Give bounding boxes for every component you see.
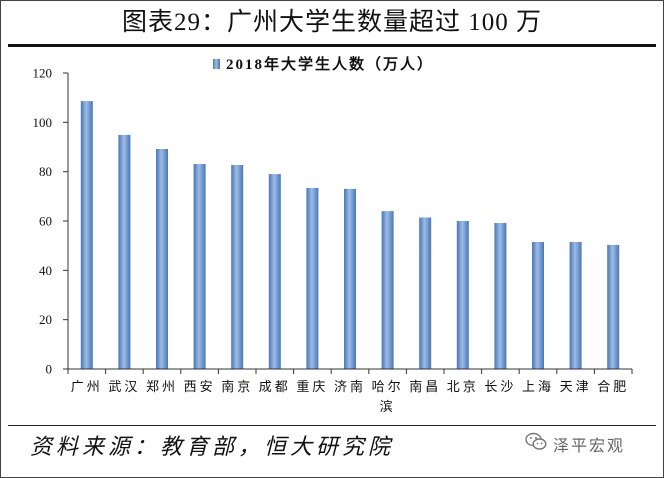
x-tick-label: 西安 [184,379,216,394]
title-divider [8,44,656,47]
x-tick-label: 北京 [447,379,479,394]
bar [607,244,620,369]
y-tick-label: 40 [39,263,52,278]
bar [268,174,281,369]
bar [118,134,131,369]
x-tick-label: 合肥 [597,379,629,394]
y-tick-label: 0 [46,362,53,377]
x-tick-label: 长沙 [484,379,516,394]
bar [419,217,432,369]
x-tick-label: 郑州 [146,379,178,394]
bar [381,211,394,369]
wechat-icon [525,432,547,456]
bar [456,221,469,369]
x-tick-label: 广州 [71,379,103,394]
x-tick-label: 哈尔滨 [372,379,404,414]
bar [231,165,244,369]
y-tick-label: 60 [39,214,52,229]
x-tick-label: 南昌 [409,379,441,394]
watermark: 泽平宏观 [525,432,625,456]
y-tick-label: 100 [33,115,53,130]
x-tick-label: 武汉 [108,379,140,394]
y-tick-label: 80 [39,164,52,179]
source-note: 资料来源：教育部，恒大研究院 [30,434,395,459]
footer-divider [8,425,656,426]
bar [569,242,582,369]
x-tick-label: 南京 [221,379,253,394]
bar [532,242,544,369]
bar [80,101,93,369]
axes [63,72,633,374]
legend: 2018年大学生人数（万人） [213,55,434,73]
x-tick-label: 重庆 [296,379,328,394]
watermark-text: 泽平宏观 [553,438,626,455]
bar [193,164,206,369]
x-tick-label: 天津 [560,379,592,394]
chart-title: 图表29：广州大学生数量超过 100 万 [121,9,542,36]
bar [156,149,168,369]
x-tick-label: 上海 [522,379,554,394]
bar [494,223,507,369]
y-tick-label: 120 [33,66,53,81]
x-tick-label: 济南 [334,379,366,394]
x-tick-label: 成都 [259,379,291,394]
legend-marker [213,59,220,69]
bar [306,187,319,369]
legend-label: 2018年大学生人数（万人） [226,55,434,73]
bar [344,188,356,369]
y-tick-label: 20 [39,312,52,327]
bars [80,101,620,369]
